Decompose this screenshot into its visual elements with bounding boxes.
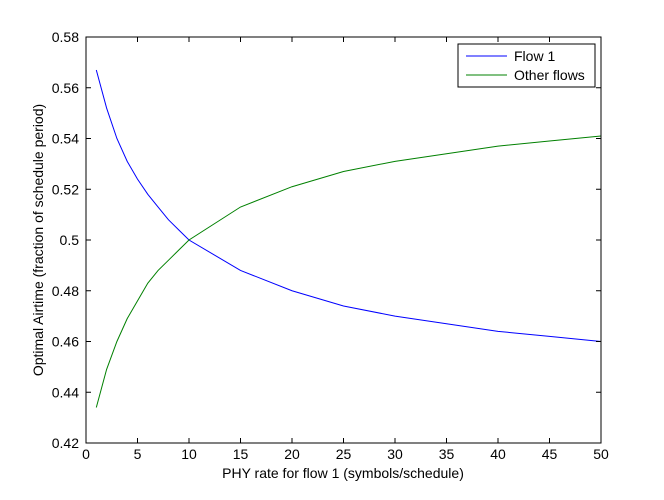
x-tick-label: 45 (542, 446, 558, 462)
y-tick-label: 0.54 (52, 131, 79, 147)
legend-label-other-flows: Other flows (514, 67, 585, 83)
y-axis-label: Optimal Airtime (fraction of schedule pe… (30, 104, 46, 376)
x-tick-label: 5 (134, 446, 142, 462)
x-axis-label: PHY rate for flow 1 (symbols/schedule) (222, 465, 464, 481)
y-tick-label: 0.46 (52, 334, 79, 350)
series-layer (95, 69, 602, 408)
series-line-flow-1 (95, 69, 602, 342)
y-tick-label: 0.5 (60, 232, 80, 248)
x-tick-label: 35 (439, 446, 455, 462)
y-tick-label: 0.44 (52, 384, 79, 400)
legend-label-flow-1: Flow 1 (514, 48, 555, 64)
y-tick-label: 0.56 (52, 80, 79, 96)
y-tick-label: 0.48 (52, 283, 79, 299)
plot-area (86, 37, 601, 443)
x-tick-label: 50 (593, 446, 609, 462)
series-line-other-flows (95, 135, 602, 408)
legend: Flow 1 Other flows (457, 43, 596, 88)
x-tick-label: 15 (233, 446, 249, 462)
x-tick-label: 40 (490, 446, 506, 462)
y-tick-label: 0.42 (52, 435, 79, 451)
legend-box (457, 43, 596, 88)
x-tick-label: 20 (284, 446, 300, 462)
x-tick-label: 10 (181, 446, 197, 462)
y-tick-label: 0.58 (52, 29, 79, 45)
x-tick-label: 30 (387, 446, 403, 462)
x-tick-label: 0 (82, 446, 90, 462)
x-tick-label: 25 (336, 446, 352, 462)
y-tick-label: 0.52 (52, 181, 79, 197)
tick-layer: 0 5 10 15 20 25 30 35 40 45 50 0.42 0.44 0.46 0.48 0.5 0… (52, 29, 609, 462)
